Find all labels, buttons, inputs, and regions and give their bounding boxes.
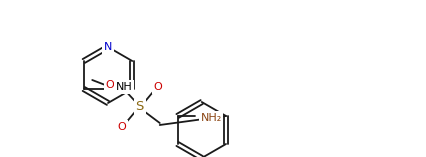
Text: O: O (106, 80, 115, 90)
Text: O: O (118, 122, 126, 132)
Text: N: N (104, 42, 112, 52)
Text: S: S (135, 100, 144, 114)
Text: NH: NH (116, 82, 132, 92)
Text: O: O (153, 82, 162, 92)
Text: NH₂: NH₂ (201, 113, 222, 123)
